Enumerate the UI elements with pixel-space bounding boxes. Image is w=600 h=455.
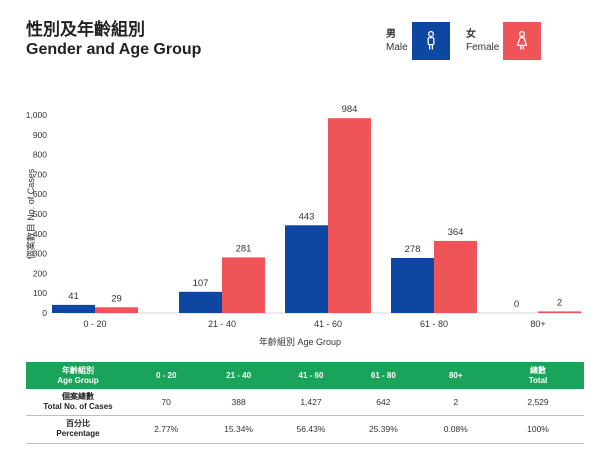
bar-chart: 0 100 200 300 400 500 600 700 800 900 1,000 個案數目 No… (25, 104, 583, 347)
row-label-total-cases: 個案總數 Total No. of Cases (43, 391, 113, 411)
bar-male (179, 291, 222, 313)
bar-female (434, 240, 477, 313)
y-tick-label: 200 (33, 268, 47, 278)
y-tick-label: 500 (33, 209, 47, 219)
bar-male (52, 304, 95, 313)
data-label: 41 (68, 291, 79, 302)
chart-title: 性別及年齡組別 Gender and Age Group (26, 20, 201, 60)
header-group-80-plus: 80+ (448, 370, 463, 380)
table-cell: 642 (376, 396, 391, 407)
bar-female (95, 307, 138, 313)
bar-female (222, 257, 265, 313)
data-label: 443 (299, 211, 315, 222)
title-chinese: 性別及年齡組別 (26, 20, 145, 39)
legend-female-zh: 女 (466, 29, 476, 40)
x-tick-label: 80+ (530, 319, 545, 329)
legend-female: 女 Female (466, 22, 542, 60)
table-cell: 15.34% (224, 424, 253, 434)
bar-male (285, 225, 328, 313)
y-tick-label: 1,000 (26, 110, 48, 120)
bar-female (538, 311, 581, 313)
table-cell-total: 2,529 (527, 396, 549, 407)
legend-male-zh: 男 (386, 29, 396, 40)
table-cell: 388 (231, 396, 246, 407)
table-cell: 0.08% (443, 424, 468, 434)
y-tick-label: 400 (33, 229, 47, 239)
header-total: 總數 Total (528, 365, 548, 385)
y-tick-label: 700 (33, 169, 47, 179)
legend-female-en: Female (466, 42, 500, 53)
table-cell: 56.43% (296, 424, 326, 434)
legend-male-en: Male (386, 42, 408, 53)
table-row-total-cases: 個案總數 Total No. of Cases 70 388 1,427 642… (26, 389, 584, 415)
header-group-0-20: 0 - 20 (155, 370, 177, 380)
data-label: 278 (405, 244, 421, 255)
female-person-icon (503, 22, 542, 60)
table-cell: 2 (453, 396, 459, 407)
bar-female (328, 118, 371, 313)
data-label: 29 (111, 293, 122, 304)
table-cell: 2.77% (154, 424, 179, 434)
y-tick-label: 900 (33, 130, 47, 140)
male-person-icon (411, 22, 450, 60)
data-label: 2 (557, 297, 562, 308)
table-cell: 1,427 (300, 396, 322, 407)
x-tick-label: 61 - 80 (420, 319, 448, 329)
header-group-21-40: 21 - 40 (226, 370, 252, 380)
data-label: 364 (448, 227, 464, 238)
table-cell: 25.39% (368, 424, 398, 434)
table-header-row: 年齡組別 Age Group 0 - 20 21 - 40 41 - 60 61… (26, 362, 584, 389)
y-axis-label: 個案數目 No. of Cases (25, 168, 36, 259)
data-label: 281 (236, 243, 252, 254)
y-tick-label: 100 (33, 288, 47, 298)
table-cell: 70 (161, 396, 171, 407)
header-group-61-80: 61 - 80 (370, 370, 396, 380)
x-tick-label: 41 - 60 (314, 319, 342, 329)
data-label: 984 (342, 104, 358, 115)
x-tick-label: 21 - 40 (208, 319, 236, 329)
data-label: 107 (193, 278, 209, 289)
header-age-group: 年齡組別 Age Group (57, 365, 99, 385)
summary-table: 年齡組別 Age Group 0 - 20 21 - 40 41 - 60 61… (26, 362, 584, 444)
title-english: Gender and Age Group (26, 41, 202, 58)
legend-male: 男 Male (386, 22, 450, 60)
header-group-41-60: 41 - 60 (298, 370, 324, 380)
bar-male (391, 257, 434, 313)
table-cell-total: 100% (527, 424, 549, 434)
x-axis-label: 年齡組別 Age Group (259, 336, 341, 347)
table-row-percentage: 百分比 Percentage 2.77% 15.34% 56.43% 25.39… (26, 415, 584, 443)
y-tick-label: 600 (33, 189, 47, 199)
row-label-percentage: 百分比 Percentage (56, 419, 100, 438)
x-tick-label: 0 - 20 (83, 319, 106, 329)
y-tick-label: 300 (33, 249, 47, 259)
data-label: 0 (514, 299, 519, 310)
y-tick-label: 800 (33, 150, 47, 160)
y-tick-label: 0 (42, 308, 47, 318)
